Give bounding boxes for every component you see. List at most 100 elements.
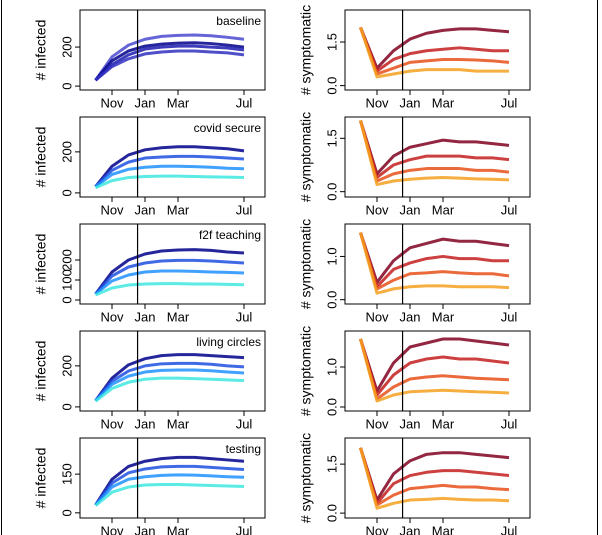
panel-label: f2f teaching (199, 228, 261, 242)
series-line (94, 376, 245, 403)
y-axis-label: # infected (33, 20, 49, 81)
x-tick-label: Jul (501, 523, 518, 535)
x-tick-label: Nov (365, 202, 389, 217)
plot-box (79, 116, 266, 198)
series-line (94, 482, 245, 507)
y-tick-label: 0.0 (324, 183, 339, 201)
y-tick-label: 200 (59, 355, 74, 377)
series-line (359, 337, 510, 393)
y-axis-label: # symptomatic (298, 433, 314, 523)
y-tick-label: 200 (59, 249, 74, 271)
plot-box (79, 223, 266, 305)
x-tick-label: Nov (365, 523, 389, 535)
series-line (94, 49, 245, 82)
x-tick-label: Mar (167, 309, 190, 324)
plot-box (79, 9, 266, 91)
series-line (94, 41, 245, 82)
series-line (359, 447, 510, 502)
plot-box (79, 437, 266, 519)
y-tick-label: 150 (59, 463, 74, 485)
x-tick-label: Mar (167, 95, 190, 110)
plot-box (344, 330, 531, 412)
plot-box (344, 437, 531, 519)
series-line (359, 232, 510, 284)
y-axis-label: # infected (33, 341, 49, 402)
x-tick-label: Nov (365, 95, 389, 110)
y-tick-label: 0.0 (324, 504, 339, 522)
x-tick-label: Nov (100, 416, 124, 431)
y-axis-label: # symptomatic (298, 326, 314, 416)
series-line (94, 464, 245, 506)
series-line (359, 26, 510, 76)
y-tick-label: 0.0 (324, 77, 339, 95)
y-axis-label: # symptomatic (298, 219, 314, 309)
series-line (359, 232, 510, 291)
series-line (94, 248, 245, 295)
series-line (359, 120, 510, 179)
x-tick-label: Nov (365, 309, 389, 324)
plot-box (344, 223, 531, 305)
series-line (359, 26, 510, 70)
series-line (94, 361, 245, 402)
x-tick-label: Mar (432, 95, 455, 110)
y-tick-label: 0 (59, 403, 74, 410)
x-tick-label: Mar (432, 202, 455, 217)
x-tick-label: Jul (501, 202, 518, 217)
panel-label: living circles (196, 335, 261, 349)
panel-label: baseline (216, 14, 261, 28)
series-line (94, 368, 245, 402)
y-tick-label: 0 (59, 82, 74, 89)
x-tick-label: Jan (135, 523, 156, 535)
series-line (94, 269, 245, 296)
x-tick-label: Nov (100, 309, 124, 324)
x-tick-label: Jul (501, 309, 518, 324)
series-line (359, 447, 510, 507)
y-tick-label: 1.0 (324, 247, 339, 265)
series-line (359, 338, 510, 397)
y-tick-label: 1.5 (324, 455, 339, 473)
series-line (359, 447, 510, 505)
x-tick-label: Jan (135, 95, 156, 110)
x-tick-label: Jan (400, 523, 421, 535)
x-tick-label: Jul (236, 95, 253, 110)
x-tick-label: Jan (135, 416, 156, 431)
y-tick-label: 100 (59, 269, 74, 291)
y-axis-label: # symptomatic (298, 112, 314, 202)
y-tick-label: 1.5 (324, 129, 339, 147)
y-tick-label: 1.5 (324, 33, 339, 51)
plot-box (344, 9, 531, 91)
series-line (94, 353, 245, 402)
panel-label: testing (226, 442, 261, 456)
y-axis-label: # symptomatic (298, 5, 314, 95)
plot-box (344, 116, 531, 198)
x-tick-label: Jul (236, 416, 253, 431)
x-tick-label: Nov (100, 202, 124, 217)
x-tick-label: Mar (432, 309, 455, 324)
x-tick-label: Jan (400, 309, 421, 324)
x-tick-label: Jul (501, 416, 518, 431)
y-tick-label: 0 (59, 189, 74, 196)
y-tick-label: 200 (59, 141, 74, 163)
x-tick-label: Jul (501, 95, 518, 110)
series-line (94, 473, 245, 507)
y-tick-label: 200 (59, 36, 74, 58)
series-line (359, 26, 509, 79)
series-line (359, 232, 510, 295)
x-tick-label: Jul (236, 309, 253, 324)
x-tick-label: Jan (400, 202, 421, 217)
x-tick-label: Mar (432, 416, 455, 431)
series-line (359, 120, 510, 176)
series-line (359, 120, 510, 183)
plot-box (79, 330, 266, 412)
y-tick-label: 0.0 (324, 398, 339, 416)
series-line (359, 447, 510, 510)
y-axis-label: # infected (33, 448, 49, 509)
x-tick-label: Mar (167, 416, 190, 431)
x-tick-label: Nov (365, 416, 389, 431)
x-tick-label: Nov (100, 523, 124, 535)
x-tick-label: Mar (167, 523, 190, 535)
series-line (94, 174, 245, 190)
x-tick-label: Jan (400, 416, 421, 431)
series-line (94, 44, 245, 82)
